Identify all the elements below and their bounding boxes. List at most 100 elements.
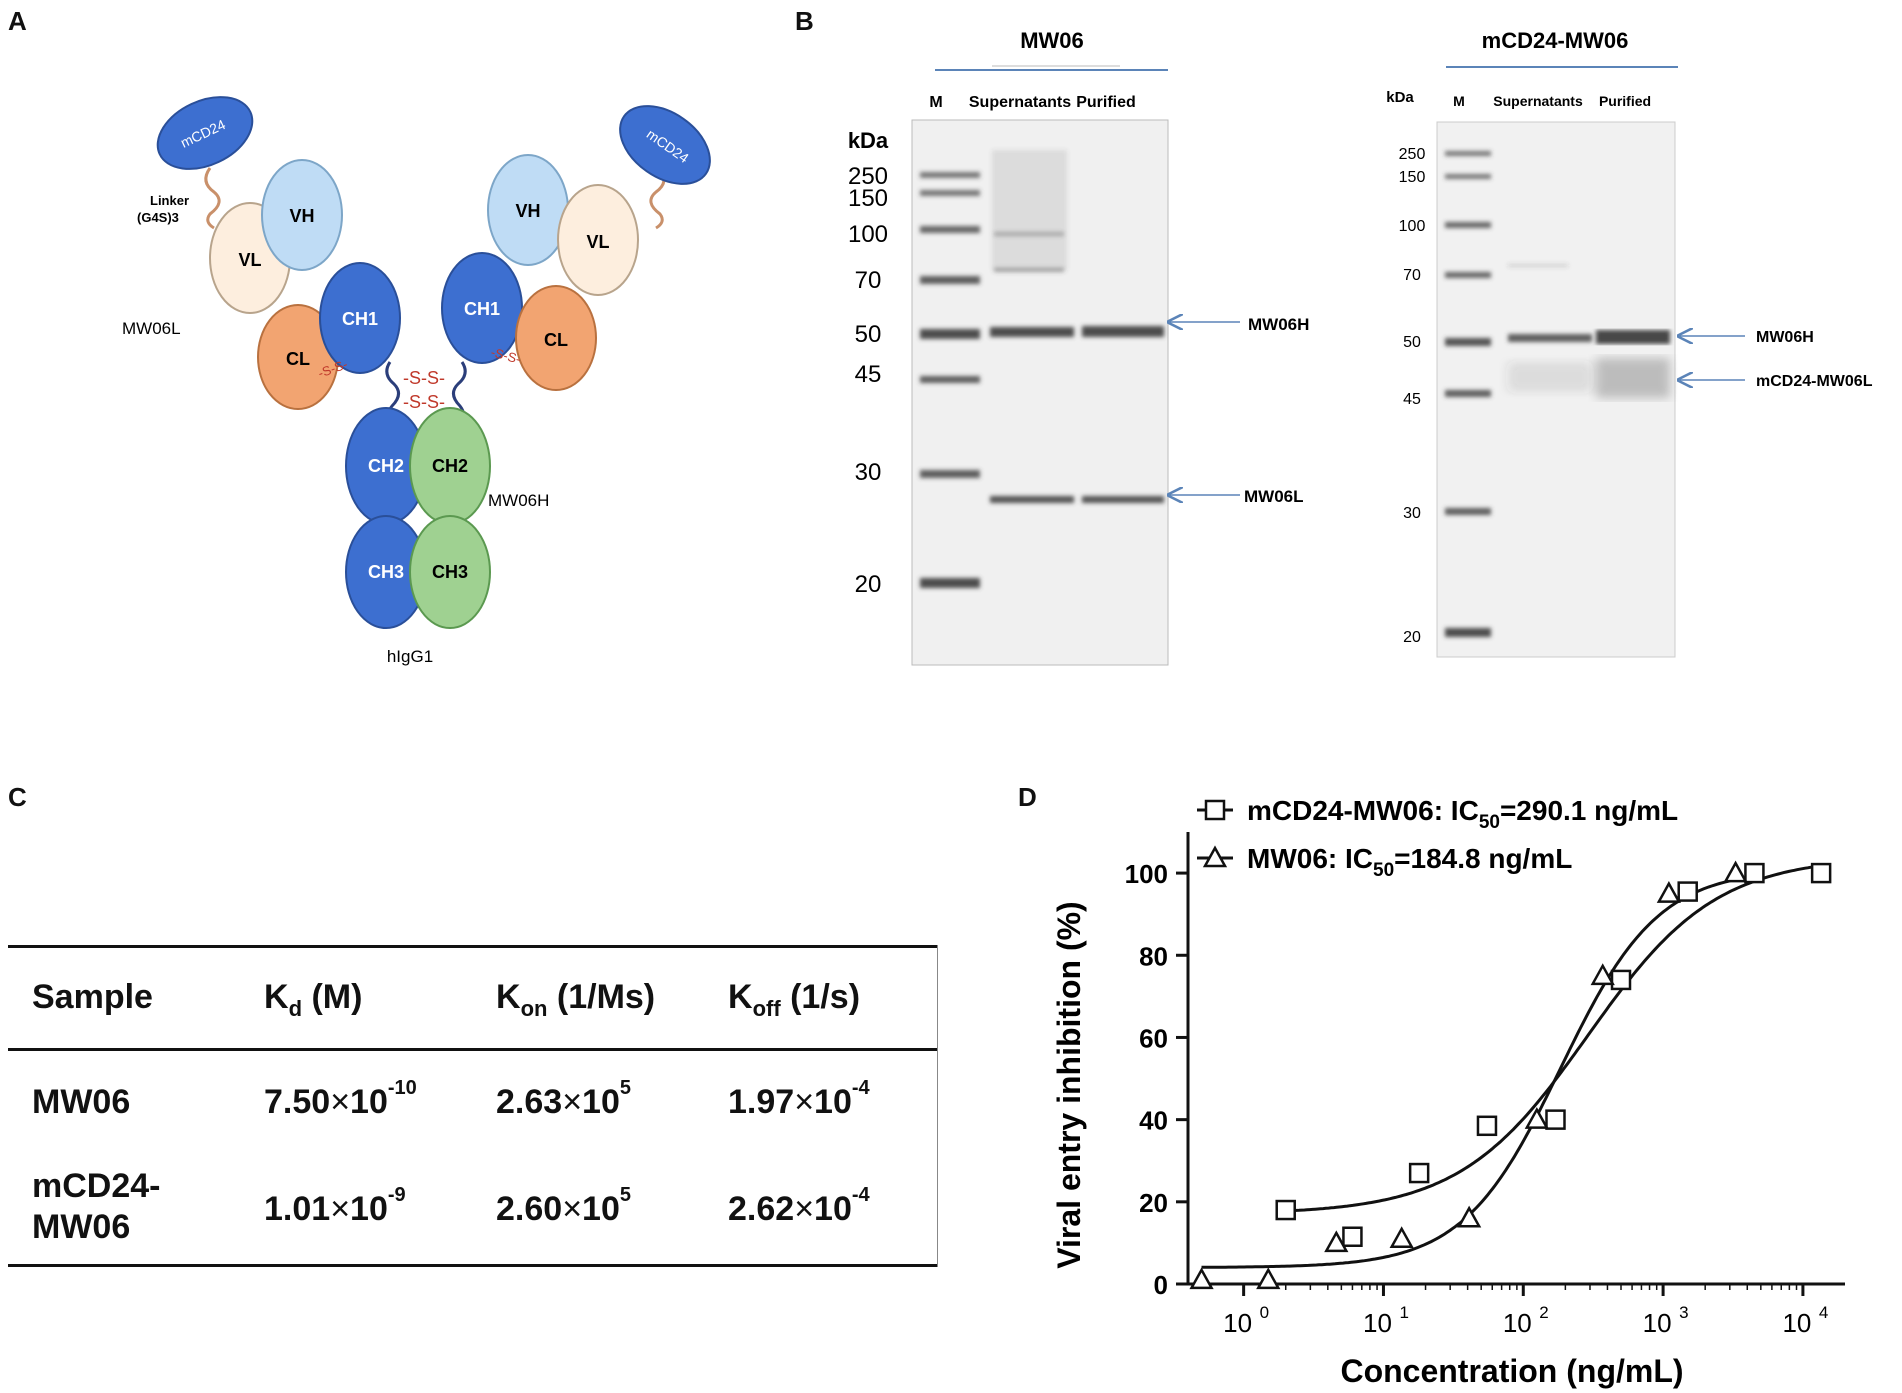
row1-kon: 2.63×105 bbox=[496, 1077, 631, 1122]
y-tick-label: 40 bbox=[1139, 1106, 1168, 1136]
data-point-square bbox=[1677, 881, 1698, 902]
gel2-marker-50: 50 bbox=[1403, 334, 1421, 351]
row1-koff-mantissa: 1.97 bbox=[728, 1083, 795, 1121]
data-point-square bbox=[1610, 969, 1632, 991]
vh-label-left: VH bbox=[289, 206, 314, 226]
gel1-marker-30: 30 bbox=[855, 459, 882, 486]
legend-marker-square bbox=[1204, 799, 1226, 821]
row2-kon-exp: 5 bbox=[619, 1184, 631, 1206]
ch3-label-green: CH3 bbox=[432, 562, 468, 582]
gel2-lane-supernatants: Supernatants bbox=[1493, 93, 1583, 109]
gel2-marker-100: 100 bbox=[1399, 218, 1426, 235]
ch1-label-right: CH1 bbox=[464, 299, 500, 319]
gel1-title: MW06 bbox=[1020, 28, 1084, 53]
linker-left bbox=[204, 167, 221, 230]
row2-kon-mantissa: 2.60 bbox=[496, 1190, 563, 1228]
row1-koff-times: × bbox=[794, 1083, 815, 1121]
row2-kd-times: × bbox=[330, 1190, 351, 1228]
data-point-triangle bbox=[1723, 860, 1748, 883]
legend-marker-triangle bbox=[1202, 845, 1228, 868]
header-kd-k: K bbox=[264, 978, 289, 1016]
gel1-marker-150: 150 bbox=[848, 185, 888, 212]
row1-kon-times: × bbox=[562, 1083, 583, 1121]
header-kd-sub: d bbox=[288, 995, 303, 1021]
gel2-marker-250: 250 bbox=[1399, 146, 1426, 163]
gel2-marker-45: 45 bbox=[1403, 391, 1421, 408]
table-bottom-rule bbox=[8, 1264, 938, 1267]
row1-kon-ten: 10 bbox=[582, 1083, 620, 1121]
y-tick-label: 0 bbox=[1154, 1270, 1168, 1300]
vh-label-right: VH bbox=[515, 201, 540, 221]
gel1-marker-70: 70 bbox=[855, 267, 882, 294]
data-point-triangle bbox=[1457, 1205, 1482, 1228]
data-point-square bbox=[1744, 862, 1765, 884]
vl-label-left: VL bbox=[238, 250, 261, 270]
data-point-square bbox=[1342, 1226, 1363, 1247]
x-tick-exponent: 2 bbox=[1539, 1303, 1548, 1322]
gel1-marker-20: 20 bbox=[855, 571, 882, 598]
light-chain-label: MW06L bbox=[122, 319, 181, 338]
chart-legend: mCD24-MW06: IC50=290.1 ng/mL MW06: IC50=1… bbox=[1197, 795, 1678, 881]
chart-points bbox=[1189, 860, 1832, 1290]
data-point-square bbox=[1476, 1115, 1498, 1137]
row2-koff-mantissa: 2.62 bbox=[728, 1190, 795, 1228]
gel1-kda-label: kDa bbox=[848, 128, 889, 153]
gel1-lane-m: M bbox=[929, 94, 942, 111]
table-header-rule bbox=[8, 1048, 938, 1051]
row2-koff-exp: -4 bbox=[851, 1184, 870, 1206]
x-tick-exponent: 3 bbox=[1679, 1303, 1688, 1322]
ch2-label-green: CH2 bbox=[432, 456, 468, 476]
row1-sample: MW06 bbox=[32, 1083, 131, 1121]
row2-koff: 2.62×10-4 bbox=[728, 1184, 870, 1229]
row1-kon-exp: 5 bbox=[619, 1077, 631, 1099]
data-point-triangle bbox=[1389, 1226, 1414, 1249]
gel1-marker-100: 100 bbox=[848, 221, 888, 248]
vh-domain-left bbox=[261, 159, 343, 271]
row2-sample: mCD24- bbox=[32, 1167, 161, 1205]
data-point-square bbox=[1408, 1162, 1430, 1184]
row2-kd: 1.01×10-9 bbox=[264, 1184, 406, 1229]
header-kon-unit: (1/Ms) bbox=[547, 978, 656, 1016]
header-koff-sub: off bbox=[752, 995, 781, 1021]
header-kon-sub: on bbox=[520, 995, 548, 1021]
row2-kon-ten: 10 bbox=[582, 1190, 620, 1228]
header-kon: Kon (1/Ms) bbox=[496, 978, 655, 1022]
disulfide-hinge-1: -S-S- bbox=[403, 368, 445, 388]
vl-domain-right bbox=[557, 184, 639, 296]
data-point-triangle bbox=[1656, 881, 1682, 903]
x-tick-label: 10 bbox=[1223, 1308, 1252, 1338]
row1-kon-mantissa: 2.63 bbox=[496, 1083, 563, 1121]
row1-koff-ten: 10 bbox=[814, 1083, 852, 1121]
x-tick-label: 10 bbox=[1503, 1308, 1532, 1338]
x-tick-exponent: 0 bbox=[1260, 1303, 1269, 1322]
gel2-kda-label: kDa bbox=[1386, 89, 1414, 106]
row2-koff-ten: 10 bbox=[814, 1190, 852, 1228]
row1-kd-mantissa: 7.50 bbox=[264, 1083, 331, 1121]
row1-koff-exp: -4 bbox=[851, 1077, 870, 1099]
row2-kd-exp: -9 bbox=[387, 1184, 406, 1206]
disulfide-hinge-2: -S-S- bbox=[403, 392, 445, 412]
gel1-arrow-heavy-label: MW06H bbox=[1248, 315, 1309, 334]
gel2-marker-30: 30 bbox=[1403, 505, 1421, 522]
row2-kd-ten: 10 bbox=[350, 1190, 388, 1228]
linker-label: Linker bbox=[150, 193, 189, 208]
header-sample: Sample bbox=[32, 978, 153, 1016]
gel1-purified-lane bbox=[1082, 326, 1164, 503]
row1-koff: 1.97×10-4 bbox=[728, 1077, 870, 1122]
table-top-rule bbox=[8, 945, 938, 948]
data-point-square bbox=[1545, 1109, 1566, 1130]
gel1-marker-45: 45 bbox=[855, 361, 882, 388]
chart-x-label: Concentration (ng/mL) bbox=[1340, 1353, 1683, 1389]
data-point-triangle bbox=[1524, 1107, 1549, 1129]
mcd24-domain-left bbox=[156, 96, 254, 170]
chart-y-label: Viral entry inhibition (%) bbox=[1051, 901, 1087, 1268]
row2-kd-mantissa: 1.01 bbox=[264, 1190, 331, 1228]
row1-kd-times: × bbox=[330, 1083, 351, 1121]
gel1-marker-lane bbox=[920, 172, 980, 588]
ch1-label-left: CH1 bbox=[342, 309, 378, 329]
gel2-lane-purified: Purified bbox=[1599, 93, 1651, 109]
gel2-arrow-heavy-label: MW06H bbox=[1756, 329, 1814, 346]
gel2-marker-70: 70 bbox=[1403, 267, 1421, 284]
header-kd-unit: (M) bbox=[302, 978, 363, 1016]
